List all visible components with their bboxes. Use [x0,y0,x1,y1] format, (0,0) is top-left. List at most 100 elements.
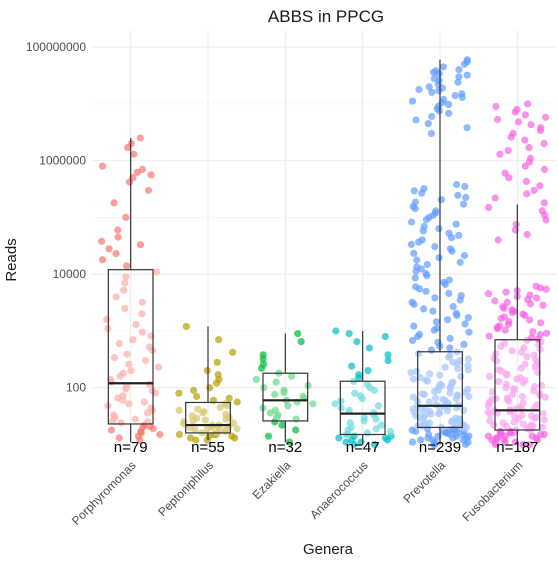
data-point [491,194,499,202]
data-point [509,129,517,138]
data-point [492,395,500,403]
data-point [538,207,546,215]
data-point [98,237,106,245]
data-point [454,391,462,399]
data-point [426,370,434,378]
data-point [417,436,425,444]
data-point [147,171,155,179]
data-point [294,330,302,338]
data-point [424,120,432,128]
data-point [156,430,164,439]
data-point [408,97,417,105]
data-point [432,207,440,215]
data-point [437,196,445,204]
data-point [465,328,473,336]
data-point [520,344,528,352]
data-point [384,351,392,359]
data-point [425,430,433,439]
data-point [409,393,417,401]
data-point [521,136,529,144]
data-point [105,245,113,253]
data-point [119,369,127,377]
data-point [110,411,118,419]
data-point [440,278,448,286]
data-point [446,334,454,342]
data-point [527,421,536,429]
data-point [464,314,472,322]
data-point [511,413,519,421]
data-point [414,349,423,358]
data-point [494,236,502,244]
data-point [335,434,343,442]
y-tick-label: 100 [66,381,86,395]
data-point [342,438,350,446]
data-point [460,340,468,348]
data-point [445,276,453,284]
data-point [213,358,221,366]
data-point [542,113,550,121]
data-point [229,419,238,427]
data-point [523,230,531,239]
data-point [299,392,307,401]
n-label: n=32 [268,439,302,456]
data-point [271,406,279,414]
data-point [540,416,548,424]
data-point [285,438,293,446]
data-point [194,405,202,413]
data-point [524,100,532,108]
data-point [503,298,511,306]
data-point [539,410,547,418]
data-point [462,193,470,202]
data-point [425,83,433,91]
data-point [233,398,241,406]
data-point [532,282,540,290]
data-point [260,360,268,368]
data-point [125,360,133,368]
x-tick-label: Peptoniphilus [155,458,216,519]
data-point [431,243,439,251]
data-point [216,403,224,411]
data-point [453,180,461,189]
data-point [201,416,209,424]
data-point [433,324,441,332]
data-point [272,378,280,386]
data-point [175,389,183,397]
data-point [484,408,492,416]
data-point [98,162,107,170]
data-point [521,360,529,368]
data-point [363,380,371,388]
data-point [127,139,135,148]
x-tick-label: Porphyromonas [69,458,139,528]
data-point [371,440,379,449]
data-point [264,432,273,440]
data-point [501,326,509,334]
data-point [521,111,530,119]
data-point [182,322,190,331]
data-point [418,390,426,398]
data-point [110,354,119,362]
data-point [200,408,208,416]
data-point [190,386,198,394]
data-point [410,322,418,330]
data-point [446,245,455,253]
data-point [536,182,544,190]
data-point [436,380,444,388]
data-point [144,186,153,194]
data-point [445,229,453,237]
data-point [542,285,550,293]
data-point [114,233,122,241]
data-point [103,315,111,323]
data-point [504,147,512,155]
box [262,372,309,422]
data-point [203,367,211,375]
data-point [501,169,509,177]
data-point [455,66,463,74]
x-axis-title: Genera [303,541,354,558]
data-point [188,412,196,420]
data-point [381,434,389,442]
data-point [112,250,120,258]
data-point [297,338,305,346]
data-point [495,366,503,374]
data-point [436,409,444,417]
data-point [206,384,214,392]
